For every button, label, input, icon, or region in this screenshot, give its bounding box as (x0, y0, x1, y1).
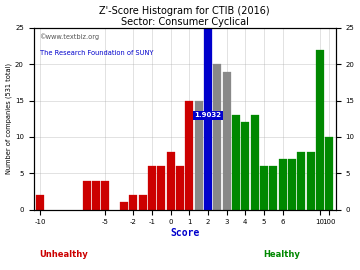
Bar (36, 195, 44, 210)
Bar (222, 72, 230, 210)
Bar (241, 123, 249, 210)
Bar (251, 115, 258, 210)
Bar (129, 195, 137, 210)
Bar (213, 64, 221, 210)
Bar (102, 181, 109, 210)
Bar (297, 151, 305, 210)
Bar (307, 151, 315, 210)
Bar (325, 137, 333, 210)
Bar (157, 166, 165, 210)
Bar (148, 166, 156, 210)
Bar (139, 195, 147, 210)
Bar (316, 50, 324, 210)
Bar (204, 28, 212, 210)
Bar (288, 159, 296, 210)
Bar (167, 151, 175, 210)
Text: The Research Foundation of SUNY: The Research Foundation of SUNY (40, 50, 153, 56)
Bar (83, 181, 91, 210)
Bar (92, 181, 100, 210)
Text: Healthy: Healthy (263, 250, 300, 259)
Bar (232, 115, 240, 210)
Bar (279, 159, 287, 210)
Bar (269, 166, 277, 210)
X-axis label: Score: Score (170, 228, 199, 238)
Bar (260, 166, 268, 210)
Text: Unhealthy: Unhealthy (39, 250, 88, 259)
Bar (185, 101, 193, 210)
Text: ©www.textbiz.org: ©www.textbiz.org (40, 33, 100, 40)
Title: Z'-Score Histogram for CTIB (2016)
Sector: Consumer Cyclical: Z'-Score Histogram for CTIB (2016) Secto… (99, 6, 270, 27)
Bar (176, 166, 184, 210)
Text: 1.9032: 1.9032 (194, 112, 221, 118)
Bar (195, 101, 203, 210)
Y-axis label: Number of companies (531 total): Number of companies (531 total) (5, 63, 12, 174)
Bar (120, 202, 128, 210)
